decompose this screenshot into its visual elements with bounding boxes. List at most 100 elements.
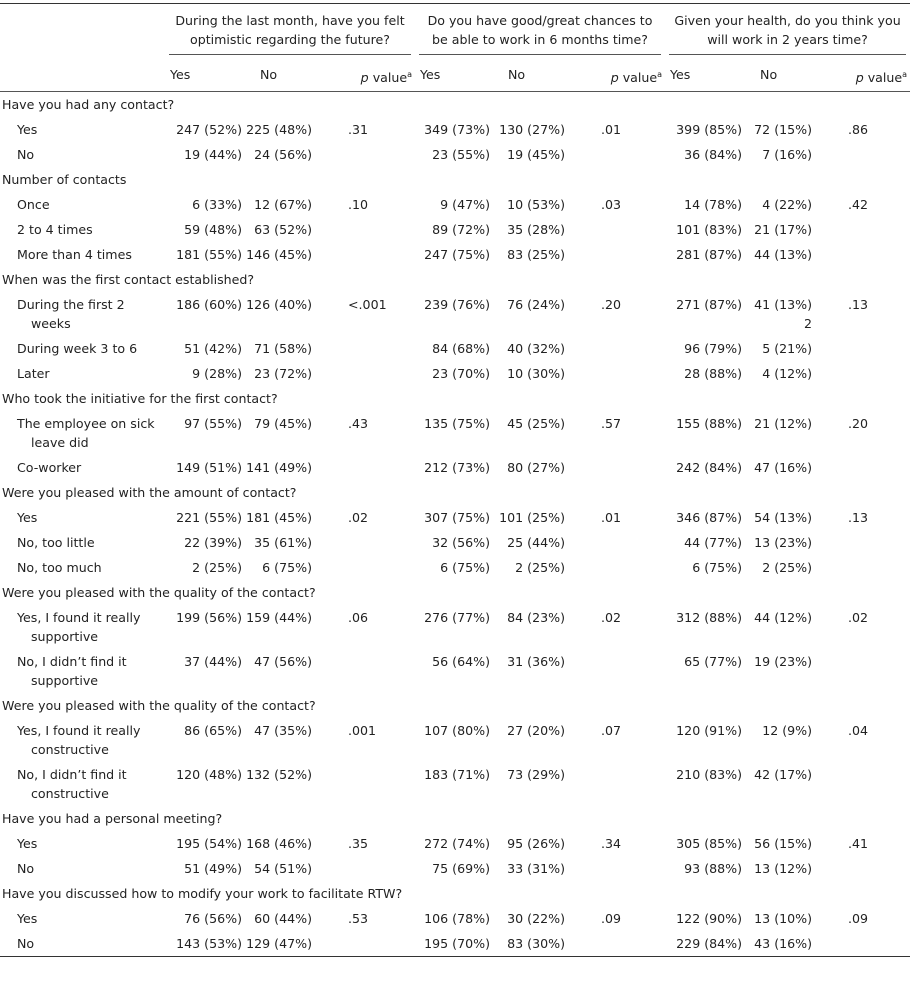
corner: [0, 4, 165, 60]
count-cell: 51 (49%): [184, 861, 242, 876]
p-value: .02: [848, 610, 869, 625]
column-header: Yes: [415, 59, 493, 92]
data-row: No, too much 2 (25%) 6 (75%) 6 (75%) 2 (25%)…: [0, 555, 910, 580]
count-cell: 130 (27%): [499, 122, 565, 137]
column-header: No: [245, 59, 315, 92]
empty-cell: [568, 931, 665, 957]
count-cell: 13 (23%): [754, 535, 813, 550]
count-cell: 247 (52%): [176, 122, 242, 137]
count-cell: 41 (13%) 2: [754, 297, 813, 331]
section-row: Have you had a personal meeting?: [0, 806, 910, 831]
footnote-mark: a: [657, 70, 663, 79]
count-cell: 122 (90%): [676, 911, 743, 926]
section-row: Have you had any contact?: [0, 92, 910, 118]
count-cell: 36 (84%): [684, 147, 743, 162]
p-value: .09: [848, 911, 869, 926]
section-row: When was the first contact established?: [0, 267, 910, 292]
count-cell: 23 (55%): [432, 147, 490, 162]
count-cell: 23 (72%): [254, 366, 312, 381]
count-cell: 96 (79%): [684, 341, 743, 356]
empty-cell: [815, 361, 910, 386]
data-row: Yes, I found it really constructive 86 (6…: [0, 718, 910, 762]
count-cell: 35 (61%): [254, 535, 312, 550]
empty-cell: [568, 455, 665, 480]
count-cell: 6 (75%): [262, 560, 312, 575]
row-label: Yes: [17, 122, 38, 137]
count-cell: 14 (78%): [684, 197, 743, 212]
section-title: Were you pleased with the quality of the…: [2, 585, 316, 600]
count-cell: 132 (52%): [246, 767, 312, 782]
count-cell: 247 (75%): [424, 247, 490, 262]
p-value: .57: [601, 416, 622, 431]
empty-cell: [568, 242, 665, 267]
count-cell: 10 (53%): [507, 197, 565, 212]
count-cell: 6 (75%): [440, 560, 490, 575]
count-cell: 83 (25%): [507, 247, 565, 262]
empty-cell: [568, 530, 665, 555]
empty-cell: [315, 649, 415, 693]
p-value-header: p valuea: [315, 59, 415, 92]
p-value: .34: [601, 836, 622, 851]
p-value: .31: [348, 122, 369, 137]
empty-cell: [315, 931, 415, 957]
empty-cell: [315, 242, 415, 267]
data-row: No, too little 22 (39%) 35 (61%) 32 (56%) 25…: [0, 530, 910, 555]
section-row: Were you pleased with the quality of the…: [0, 580, 910, 605]
empty-cell: [815, 856, 910, 881]
row-label: Once: [17, 197, 50, 212]
count-cell: 229 (84%): [676, 936, 743, 951]
section-title: Have you discussed how to modify your wo…: [2, 886, 403, 901]
empty-cell: [315, 555, 415, 580]
empty-cell: [815, 530, 910, 555]
count-cell: 271 (87%): [676, 297, 743, 312]
group-title: During the last month, have you felt opt…: [169, 11, 411, 55]
count-cell: 21 (17%): [754, 222, 813, 237]
count-cell: 146 (45%): [246, 247, 312, 262]
row-label: More than 4 times: [17, 247, 132, 262]
count-cell: 5 (21%): [762, 341, 813, 356]
page: During the last month, have you felt opt…: [0, 3, 910, 995]
p-value-header: p valuea: [568, 59, 666, 92]
count-cell: 239 (76%): [424, 297, 490, 312]
column-header: No: [493, 59, 568, 92]
count-cell: 19 (44%): [184, 147, 242, 162]
count-cell: 2 (25%): [762, 560, 813, 575]
group-header: Do you have good/great chances to be abl…: [415, 4, 665, 60]
data-row: Yes, I found it really supportive 199 (56…: [0, 605, 910, 649]
count-cell: 32 (56%): [432, 535, 490, 550]
count-cell: 35 (28%): [507, 222, 565, 237]
data-row: Yes 247 (52%) 225 (48%) .31 349 (73%) 130 (27…: [0, 117, 910, 142]
empty-cell: [568, 555, 665, 580]
empty-cell: [815, 931, 910, 957]
count-cell: 19 (45%): [507, 147, 565, 162]
p-symbol: p: [610, 70, 619, 85]
section-row: Were you pleased with the quality of the…: [0, 693, 910, 718]
empty-cell: [815, 555, 910, 580]
count-cell: 6 (75%): [692, 560, 743, 575]
empty-cell: [568, 762, 665, 806]
data-row: No 19 (44%) 24 (56%) 23 (55%) 19 (45%) 36 (84…: [0, 142, 910, 167]
p-value: .01: [601, 510, 622, 525]
count-cell: 120 (91%): [676, 723, 743, 738]
count-cell: 84 (68%): [432, 341, 490, 356]
p-value: .09: [601, 911, 622, 926]
p-value: .001: [348, 723, 377, 738]
count-cell: 79 (45%): [254, 416, 312, 431]
count-cell: 80 (27%): [507, 460, 565, 475]
count-cell: 107 (80%): [424, 723, 490, 738]
count-cell: 86 (65%): [184, 723, 242, 738]
count-cell: 75 (69%): [432, 861, 490, 876]
count-cell: 44 (13%): [754, 247, 813, 262]
section-row: Have you discussed how to modify your wo…: [0, 881, 910, 906]
group-title: Do you have good/great chances to be abl…: [419, 11, 662, 55]
count-cell: 63 (52%): [254, 222, 312, 237]
count-cell: 149 (51%): [176, 460, 242, 475]
count-cell: 349 (73%): [424, 122, 490, 137]
count-cell: 83 (30%): [507, 936, 565, 951]
p-value: .20: [601, 297, 622, 312]
row-label: No: [17, 861, 35, 876]
count-cell: 9 (47%): [440, 197, 490, 212]
count-cell: 126 (40%): [246, 297, 312, 312]
group-header: During the last month, have you felt opt…: [165, 4, 415, 60]
count-cell: 97 (55%): [184, 416, 242, 431]
